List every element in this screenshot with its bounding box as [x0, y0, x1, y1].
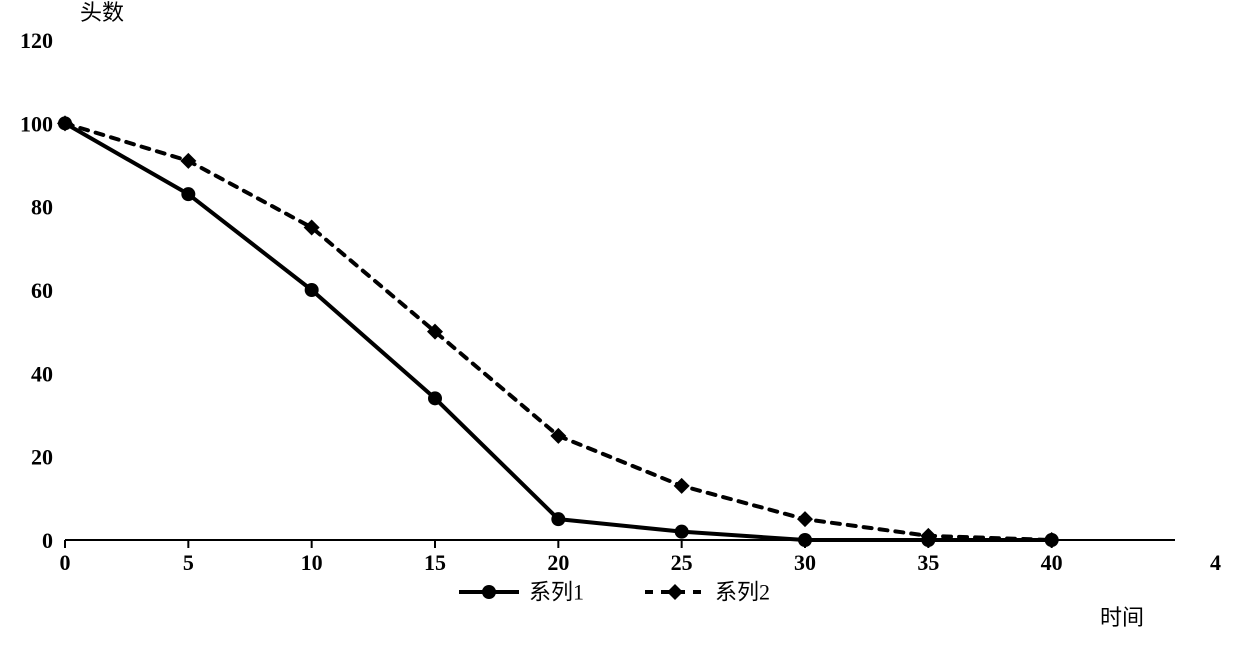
series-marker-1 — [798, 533, 812, 547]
y-tick-label: 80 — [31, 195, 53, 220]
x-tick-label: 35 — [917, 550, 939, 575]
series-marker-1 — [551, 512, 565, 526]
x-tick-label: 10 — [301, 550, 323, 575]
x-tick-label: 25 — [671, 550, 693, 575]
series-marker-1 — [675, 525, 689, 539]
series-marker-1 — [181, 187, 195, 201]
x-tick-label: 40 — [1041, 550, 1063, 575]
line-chart: 头数 0 20 40 60 80 100 120 0 5 10 15 20 25 30 35 40 4 系列1 系列2… — [0, 0, 1240, 645]
series-marker-1 — [305, 283, 319, 297]
x-tick-label: 20 — [547, 550, 569, 575]
x-tick-label-cut: 4 — [1210, 550, 1221, 575]
y-tick-label: 40 — [31, 361, 53, 386]
x-axis-label: 时间 — [1100, 605, 1144, 630]
y-tick-label: 20 — [31, 445, 53, 470]
chart-container: 头数 0 20 40 60 80 100 120 0 5 10 15 20 25 30 35 40 4 系列1 系列2… — [0, 0, 1240, 645]
series-marker-1 — [428, 391, 442, 405]
y-tick-label: 0 — [42, 528, 53, 553]
legend-label-1: 系列1 — [529, 580, 584, 605]
y-tick-label: 100 — [20, 111, 53, 136]
x-tick-label: 5 — [183, 550, 194, 575]
x-tick-label: 15 — [424, 550, 446, 575]
x-tick-label: 30 — [794, 550, 816, 575]
legend-label-2: 系列2 — [715, 580, 770, 605]
x-tick-label: 0 — [60, 550, 71, 575]
legend-marker-1 — [482, 585, 496, 599]
y-tick-label: 60 — [31, 278, 53, 303]
y-axis-label: 头数 — [80, 0, 124, 25]
y-tick-label: 120 — [20, 28, 53, 53]
